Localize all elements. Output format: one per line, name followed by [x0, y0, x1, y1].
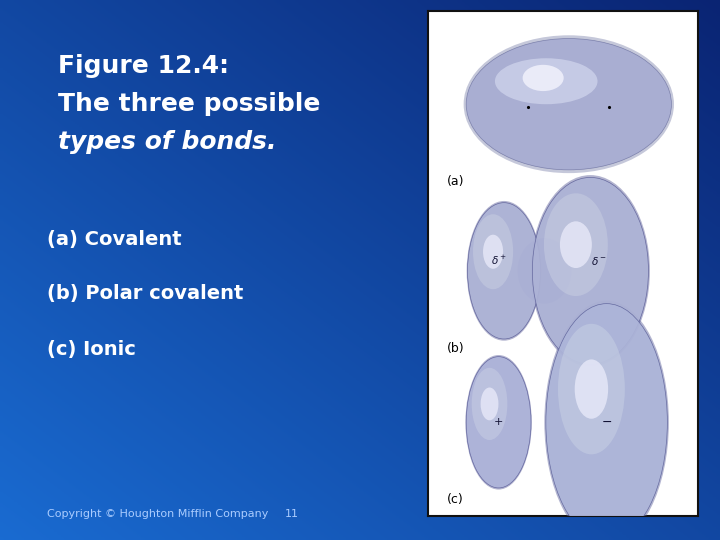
Ellipse shape: [560, 221, 592, 268]
Text: $\delta^+$: $\delta^+$: [490, 254, 507, 267]
Text: $\delta^-$: $\delta^-$: [590, 255, 606, 267]
Ellipse shape: [483, 235, 503, 269]
Text: +: +: [494, 417, 503, 427]
Ellipse shape: [546, 303, 667, 540]
Text: The three possible: The three possible: [58, 92, 320, 116]
Text: (b) Polar covalent: (b) Polar covalent: [47, 284, 243, 302]
Text: (b): (b): [447, 341, 465, 354]
Text: (c): (c): [447, 493, 464, 506]
Ellipse shape: [575, 360, 608, 419]
Text: Copyright © Houghton Mifflin Company: Copyright © Houghton Mifflin Company: [47, 509, 268, 519]
Ellipse shape: [473, 214, 513, 289]
Ellipse shape: [532, 178, 649, 364]
Ellipse shape: [472, 368, 508, 440]
Ellipse shape: [464, 35, 674, 173]
Ellipse shape: [467, 202, 541, 339]
Ellipse shape: [465, 355, 532, 490]
Ellipse shape: [466, 38, 671, 170]
Text: −: −: [601, 416, 612, 429]
Ellipse shape: [518, 238, 572, 303]
Ellipse shape: [495, 58, 598, 104]
Text: (a) Covalent: (a) Covalent: [47, 230, 181, 248]
Ellipse shape: [481, 388, 498, 420]
Ellipse shape: [531, 175, 650, 367]
Ellipse shape: [544, 301, 669, 540]
Ellipse shape: [558, 324, 625, 454]
Ellipse shape: [467, 356, 531, 488]
Text: 11: 11: [284, 509, 298, 519]
Text: (c) Ionic: (c) Ionic: [47, 340, 135, 359]
Ellipse shape: [523, 65, 564, 91]
Text: (a): (a): [447, 175, 465, 188]
Ellipse shape: [467, 201, 541, 341]
Text: types of bonds.: types of bonds.: [58, 130, 276, 153]
Text: Figure 12.4:: Figure 12.4:: [58, 54, 229, 78]
Ellipse shape: [544, 193, 608, 296]
